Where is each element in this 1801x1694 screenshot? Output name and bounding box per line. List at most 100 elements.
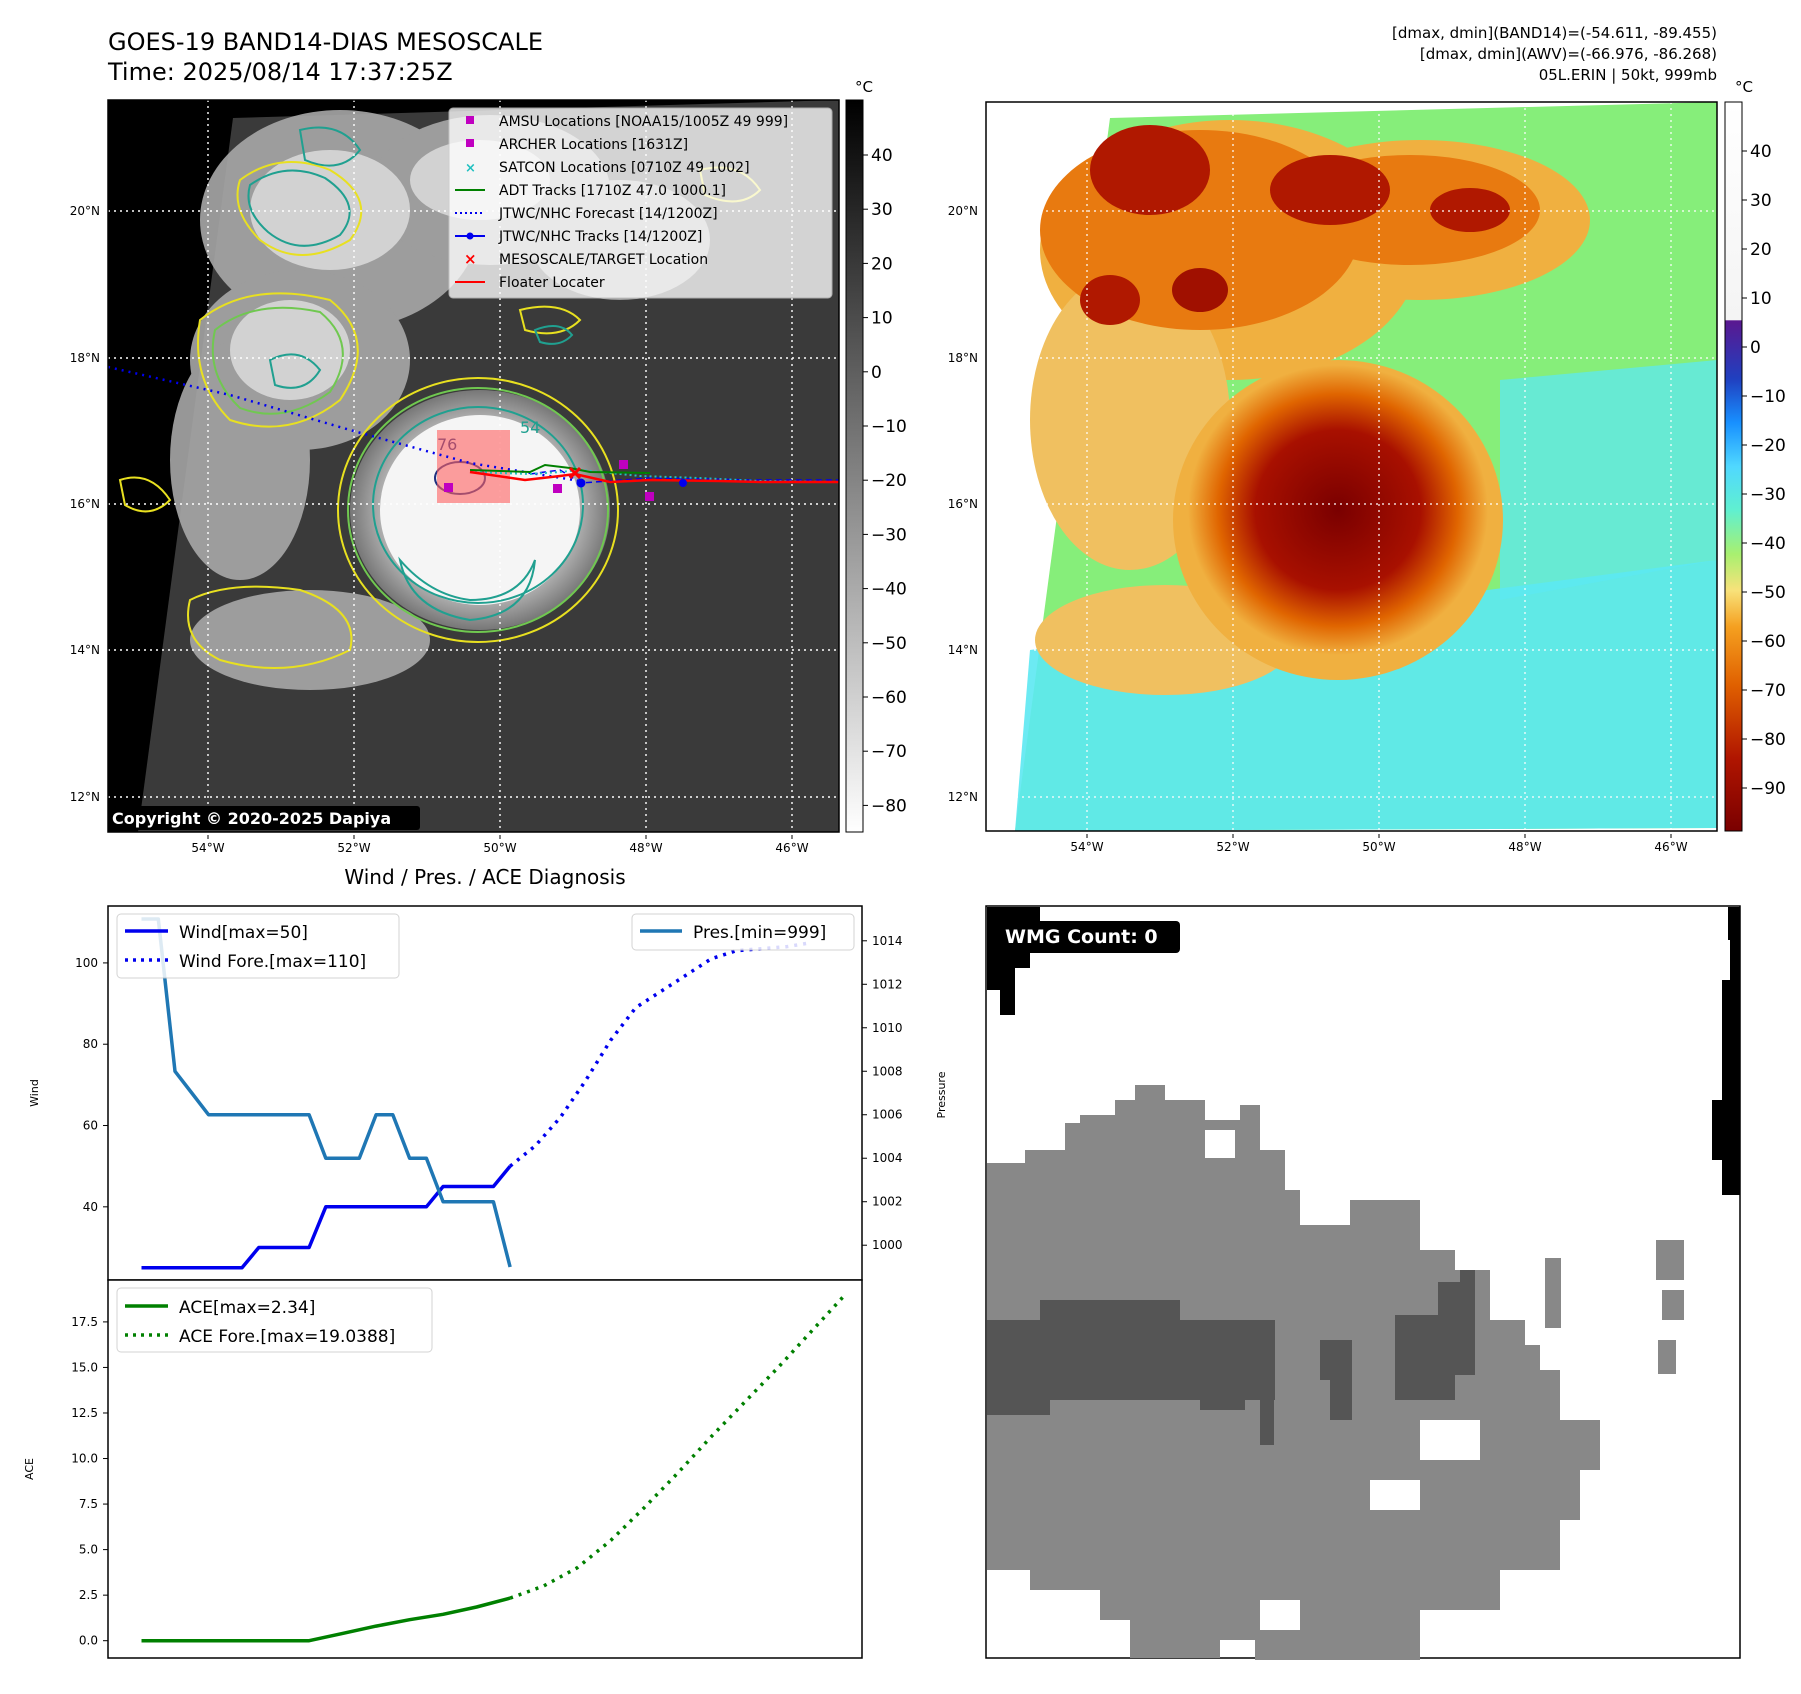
lat-tick-label: 16°N	[70, 497, 100, 511]
amsu-archer-markers	[444, 460, 654, 501]
legend-satcon: SATCON Locations [0710Z 49 1002]	[499, 160, 750, 176]
color-colorbar-tick: 10	[1750, 289, 1772, 309]
gray-colorbar-tick: −50	[871, 634, 907, 654]
lat-tick-label: 18°N	[948, 351, 978, 365]
pressure-tick-label: 1014	[872, 934, 903, 948]
gray-colorbar-tick: 10	[871, 309, 893, 329]
wmg-dark-region	[987, 1300, 1275, 1415]
legend-pressure: Pres.[min=999]	[693, 923, 826, 943]
figure-time: Time: 2025/08/14 17:37:25Z	[107, 58, 453, 86]
gray-colorbar-tick: 20	[871, 254, 893, 274]
color-colorbar-tick: −20	[1750, 436, 1786, 456]
wmg-count-label: WMG Count: 0	[1005, 926, 1158, 948]
pressure-tick-label: 1010	[872, 1021, 903, 1035]
ace-tick-label: 2.5	[79, 1588, 98, 1602]
ace-legend: ACE[max=2.34] ACE Fore.[max=19.0388]	[116, 1287, 433, 1353]
lat-tick-label: 14°N	[70, 643, 100, 657]
pressure-tick-label: 1000	[872, 1238, 903, 1252]
lon-tick-label: 54°W	[1070, 840, 1103, 854]
color-colorbar-tick: 0	[1750, 338, 1761, 358]
gray-colorbar-tick: −40	[871, 580, 907, 600]
gray-colorbar-tick: −10	[871, 417, 907, 437]
lon-tick-label: 54°W	[191, 841, 224, 855]
gray-colorbar-unit: °C	[855, 78, 873, 96]
gray-colorbar-tick: 30	[871, 200, 893, 220]
series-line	[141, 1165, 512, 1270]
pressure-tick-label: 1006	[872, 1108, 903, 1122]
map-tick-labels: 54°W 54°W 52°W 52°W 50°W 50°W 48°W 48°W 46°W 46°W…	[70, 204, 1688, 855]
lon-tick-label: 50°W	[483, 841, 516, 855]
color-colorbar-tick: 40	[1750, 142, 1772, 162]
pressure-tick-label: 1002	[872, 1195, 903, 1209]
target-location-marker	[568, 466, 582, 480]
copyright-text: Copyright © 2020-2025 Dapiya	[112, 809, 391, 828]
series-line	[141, 917, 512, 1268]
ir-color-map	[985, 101, 1718, 832]
color-map-frame	[985, 101, 1718, 832]
ace-tick-label: 5.0	[79, 1543, 98, 1557]
awv-range: [dmax, dmin](AWV)=(-66.976, -86.268)	[1420, 45, 1717, 63]
color-colorbar-tick: −90	[1750, 779, 1786, 799]
color-colorbar-unit: °C	[1735, 78, 1753, 96]
legend-ace: ACE[max=2.34]	[179, 1298, 315, 1318]
color-map-gridlines	[986, 102, 1717, 831]
wmg-light-region	[987, 1085, 1600, 1660]
ace-axis-label: ACE	[23, 1458, 36, 1480]
gray-colorbar-tick: −80	[871, 796, 907, 816]
pressure-tick-label: 1004	[872, 1151, 903, 1165]
color-colorbar-tick: 20	[1750, 240, 1772, 260]
lat-tick-label: 16°N	[948, 497, 978, 511]
color-colorbar-tick: −80	[1750, 730, 1786, 750]
adt-track	[469, 463, 651, 474]
color-colorbar: °C 40 30 20 10 0 −10 −20 −30 −40 −50 −60 −70 −80 −90	[1724, 78, 1786, 832]
storm-info: 05L.ERIN | 50kt, 999mb	[1539, 66, 1717, 84]
wind-tick-label: 100	[75, 956, 98, 970]
lon-tick-label: 48°W	[1508, 840, 1541, 854]
color-colorbar-tick: −50	[1750, 583, 1786, 603]
wind-pressure-chart: 40 60 80 100 1000 1002 1004 1006 1008 1010 1012 101…	[28, 905, 948, 1281]
legend-wind-fore: Wind Fore.[max=110]	[179, 952, 366, 972]
wind-legend: Wind[max=50] Wind Fore.[max=110]	[116, 913, 400, 979]
color-colorbar-tick: −40	[1750, 534, 1786, 554]
legend-amsu: AMSU Locations [NOAA15/1005Z 49 999]	[499, 114, 788, 130]
ir-gray-map: 76 54	[107, 99, 840, 833]
ace-tick-label: 17.5	[71, 1315, 98, 1329]
color-cloud-field	[1030, 120, 1590, 695]
ace-tick-label: 15.0	[71, 1360, 98, 1374]
wind-tick-label: 40	[83, 1200, 98, 1214]
wind-tick-label: 60	[83, 1119, 98, 1133]
legend-archer-marker	[466, 139, 474, 147]
lat-tick-label: 20°N	[948, 204, 978, 218]
color-colorbar-tick: 30	[1750, 191, 1772, 211]
lon-tick-label: 50°W	[1362, 840, 1395, 854]
wind-axis-label: Wind	[28, 1079, 41, 1107]
legend-target: MESOSCALE/TARGET Location	[499, 252, 708, 268]
track-point	[576, 478, 586, 488]
mesoscale-target-box	[437, 430, 510, 503]
map-legend: AMSU Locations [NOAA15/1005Z 49 999] ARC…	[448, 107, 833, 299]
ace-tick-label: 12.5	[71, 1406, 98, 1420]
gray-colorbar-tick: −30	[871, 525, 907, 545]
pressure-axis-label: Pressure	[935, 1071, 948, 1118]
copyright-badge	[108, 806, 420, 830]
legend-archer: ARCHER Locations [1631Z]	[499, 137, 688, 153]
ace-tick-label: 7.5	[79, 1497, 98, 1511]
gray-colorbar-tick: 40	[871, 146, 893, 166]
legend-adt: ADT Tracks [1710Z 47.0 1000.1]	[499, 183, 726, 199]
legend-forecast: JTWC/NHC Forecast [14/1200Z]	[498, 206, 718, 222]
ace-tick-label: 0.0	[79, 1634, 98, 1648]
gray-colorbar-tick: −20	[871, 471, 907, 491]
legend-target-marker: ×	[464, 250, 477, 268]
lat-tick-label: 18°N	[70, 351, 100, 365]
figure-title: GOES-19 BAND14-DIAS MESOSCALE	[108, 28, 543, 56]
lat-tick-label: 12°N	[948, 790, 978, 804]
lat-tick-label: 14°N	[948, 643, 978, 657]
lat-tick-label: 20°N	[70, 204, 100, 218]
track-point	[679, 479, 687, 487]
wmg-mask-panel: WMG Count: 0	[985, 905, 1741, 1660]
color-colorbar-tick: −70	[1750, 681, 1786, 701]
legend-tracks: JTWC/NHC Tracks [14/1200Z]	[498, 229, 702, 245]
gray-colorbar-tick: 0	[871, 363, 882, 383]
